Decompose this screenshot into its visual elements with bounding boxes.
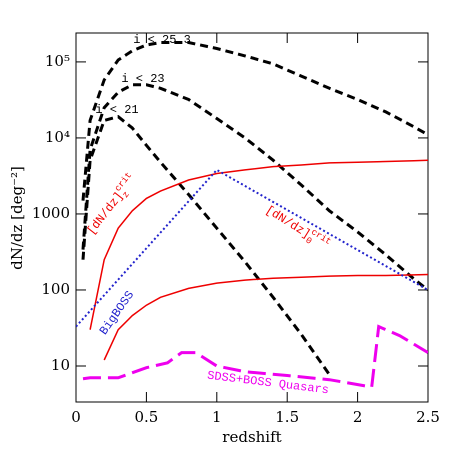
- series-label: i < 23: [121, 72, 164, 86]
- series-label: [dN/dz]crit0: [261, 201, 333, 256]
- series-line: [82, 324, 428, 389]
- series-label-sub: z: [121, 190, 132, 200]
- series-label: [dN/dz]critz: [82, 171, 142, 240]
- y-tick-label: 10⁴: [45, 128, 70, 146]
- x-tick-label: 2.5: [416, 408, 440, 426]
- series-label-text: [dN/dz]: [84, 189, 126, 237]
- series-label: i < 21: [95, 103, 138, 117]
- x-tick-label: 1.5: [275, 408, 299, 426]
- y-tick-label: 1000: [32, 204, 70, 222]
- series-label: SDSS+BOSS Quasars: [206, 369, 329, 398]
- y-tick-label: 10: [51, 356, 70, 374]
- y-tick-label: 100: [41, 280, 70, 298]
- series-line: [81, 41, 428, 201]
- series-label-text: i < 21: [95, 103, 138, 117]
- x-tick-label: 2: [353, 408, 363, 426]
- series-label-text: SDSS+BOSS Quasars: [206, 369, 329, 398]
- series-line: [89, 159, 428, 330]
- y-tick-label: 10⁵: [45, 52, 70, 70]
- x-tick-label: 0: [71, 408, 81, 426]
- y-axis-label: dN/dz [deg⁻²]: [8, 166, 26, 270]
- series-line: [103, 273, 428, 361]
- series-label-text: [dN/dz]: [263, 203, 313, 242]
- x-tick-label: 1: [212, 408, 222, 426]
- series-label-text: i < 23: [121, 72, 164, 86]
- x-axis-label: redshift: [222, 428, 281, 446]
- x-tick-label: 0.5: [134, 408, 158, 426]
- series-line: [81, 83, 428, 292]
- series-label-text: i < 25.3: [133, 33, 191, 47]
- series-label-sub: 0: [303, 236, 313, 247]
- series-line: [81, 115, 331, 376]
- series-label: i < 25.3: [133, 33, 191, 47]
- plot-frame: [75, 32, 429, 403]
